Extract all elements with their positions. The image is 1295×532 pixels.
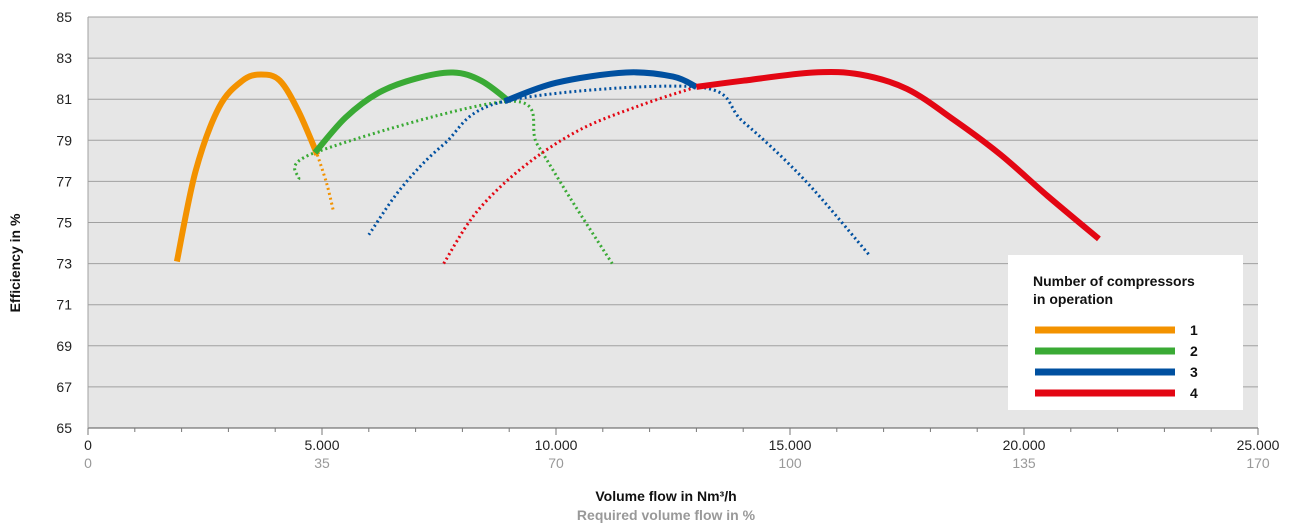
series-1-solid-line — [173, 71, 321, 263]
x-tick-label: 20.000 — [1003, 437, 1046, 453]
y-tick-label: 67 — [56, 379, 72, 395]
grid-lines — [87, 16, 1258, 429]
legend: Number of compressors in operation 1 2 3 4 — [1008, 255, 1243, 410]
y-axis-title: Efficiency in % — [7, 213, 23, 312]
legend-title-line-1: Number of compressors — [1033, 273, 1195, 289]
y-tick-label: 85 — [56, 9, 72, 25]
y-tick-label: 83 — [56, 50, 72, 66]
series-1-dotted-line — [315, 154, 336, 213]
series-3-solid-line — [503, 69, 698, 105]
dotted-curves — [293, 84, 871, 265]
series-2-solid-line — [312, 69, 512, 155]
legend-items: 1 2 3 4 — [1035, 322, 1198, 401]
x-axis-title: Volume flow in Nm³/h — [595, 488, 736, 504]
x-secondary-tick-label: 170 — [1246, 455, 1270, 471]
y-tick-label: 77 — [56, 173, 72, 189]
x-tick-label: 0 — [84, 437, 92, 453]
legend-label-1: 1 — [1190, 322, 1198, 338]
x-tick-labels: 0 5.000 10.000 15.000 20.000 25.000 — [84, 437, 1280, 453]
x-secondary-tick-label: 0 — [84, 455, 92, 471]
y-tick-label: 81 — [56, 91, 72, 107]
y-tick-label: 79 — [56, 132, 72, 148]
x-secondary-tick-label: 135 — [1012, 455, 1036, 471]
series-4-solid-line — [695, 68, 1101, 242]
x-secondary-tick-label: 70 — [548, 455, 564, 471]
x-axis-secondary-title: Required volume flow in % — [577, 507, 756, 523]
y-tick-label: 73 — [56, 256, 72, 272]
y-tick-label: 65 — [56, 420, 72, 436]
legend-label-2: 2 — [1190, 343, 1198, 359]
x-tick-label: 10.000 — [535, 437, 578, 453]
legend-label-4: 4 — [1190, 385, 1198, 401]
legend-title-line-2: in operation — [1033, 291, 1113, 307]
x-tick-label: 5.000 — [304, 437, 339, 453]
y-tick-labels: 65 67 69 71 73 75 77 79 81 83 85 — [56, 9, 72, 436]
x-secondary-tick-label: 35 — [314, 455, 330, 471]
series-3-dotted-line — [367, 84, 871, 257]
x-tick-label: 15.000 — [769, 437, 812, 453]
solid-curves — [173, 68, 1101, 263]
y-tick-label: 69 — [56, 338, 72, 354]
x-minor-ticks — [87, 428, 1259, 435]
legend-label-3: 3 — [1190, 364, 1198, 380]
series-4-dotted-line — [442, 85, 697, 265]
x-tick-label: 25.000 — [1237, 437, 1280, 453]
y-tick-label: 75 — [56, 215, 72, 231]
y-tick-label: 71 — [56, 297, 72, 313]
x-secondary-tick-labels: 0 35 70 100 135 170 — [84, 455, 1270, 471]
x-secondary-tick-label: 100 — [778, 455, 802, 471]
